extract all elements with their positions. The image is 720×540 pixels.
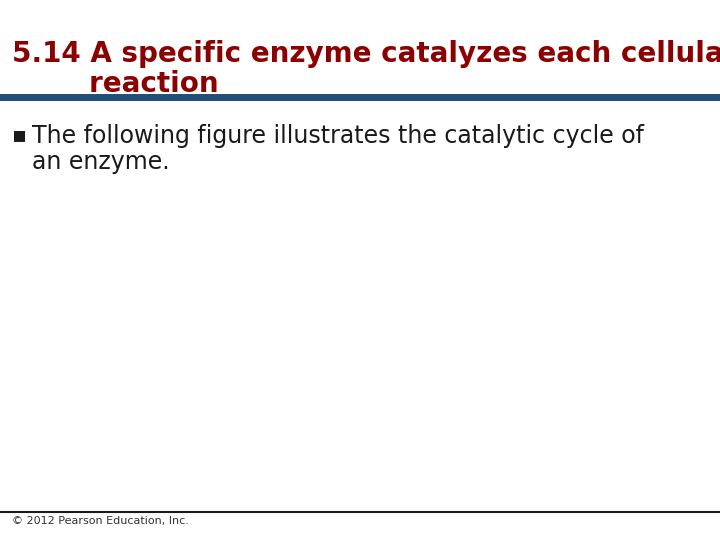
Text: 5.14 A specific enzyme catalyzes each cellular: 5.14 A specific enzyme catalyzes each ce…: [12, 40, 720, 68]
Text: The following figure illustrates the catalytic cycle of: The following figure illustrates the cat…: [32, 124, 644, 148]
Text: reaction: reaction: [12, 70, 219, 98]
Text: © 2012 Pearson Education, Inc.: © 2012 Pearson Education, Inc.: [12, 516, 189, 526]
Text: ▪: ▪: [12, 125, 27, 145]
Text: an enzyme.: an enzyme.: [32, 150, 170, 174]
